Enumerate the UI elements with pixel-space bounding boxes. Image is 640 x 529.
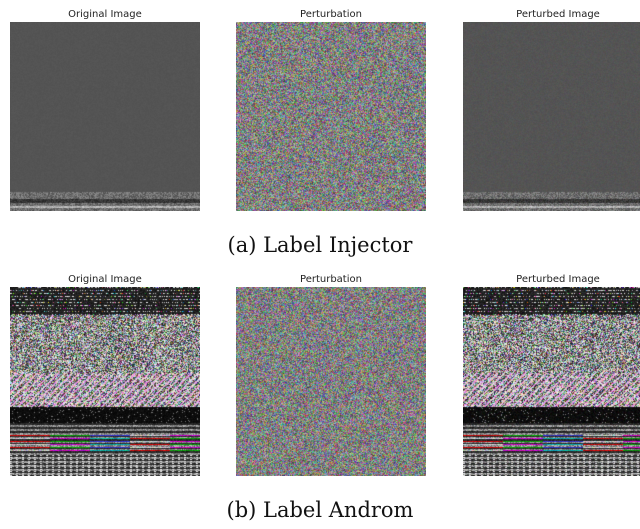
panel-title-perturbation-b: Perturbation bbox=[300, 274, 362, 285]
perturbation-image-a bbox=[236, 22, 426, 211]
original-image-b bbox=[10, 287, 200, 476]
panel-title-original-a: Original Image bbox=[68, 9, 142, 20]
perturbation-image-b bbox=[236, 287, 426, 476]
caption-b: (b) Label Androm bbox=[226, 498, 414, 522]
panel-title-perturbed-a: Perturbed Image bbox=[516, 9, 600, 20]
panel-title-perturbation-a: Perturbation bbox=[300, 9, 362, 20]
perturbed-image-a bbox=[463, 22, 640, 211]
caption-a: (a) Label Injector bbox=[227, 233, 413, 257]
original-image-a bbox=[10, 22, 200, 211]
panel-title-original-b: Original Image bbox=[68, 274, 142, 285]
perturbed-image-b bbox=[463, 287, 640, 476]
panel-title-perturbed-b: Perturbed Image bbox=[516, 274, 600, 285]
